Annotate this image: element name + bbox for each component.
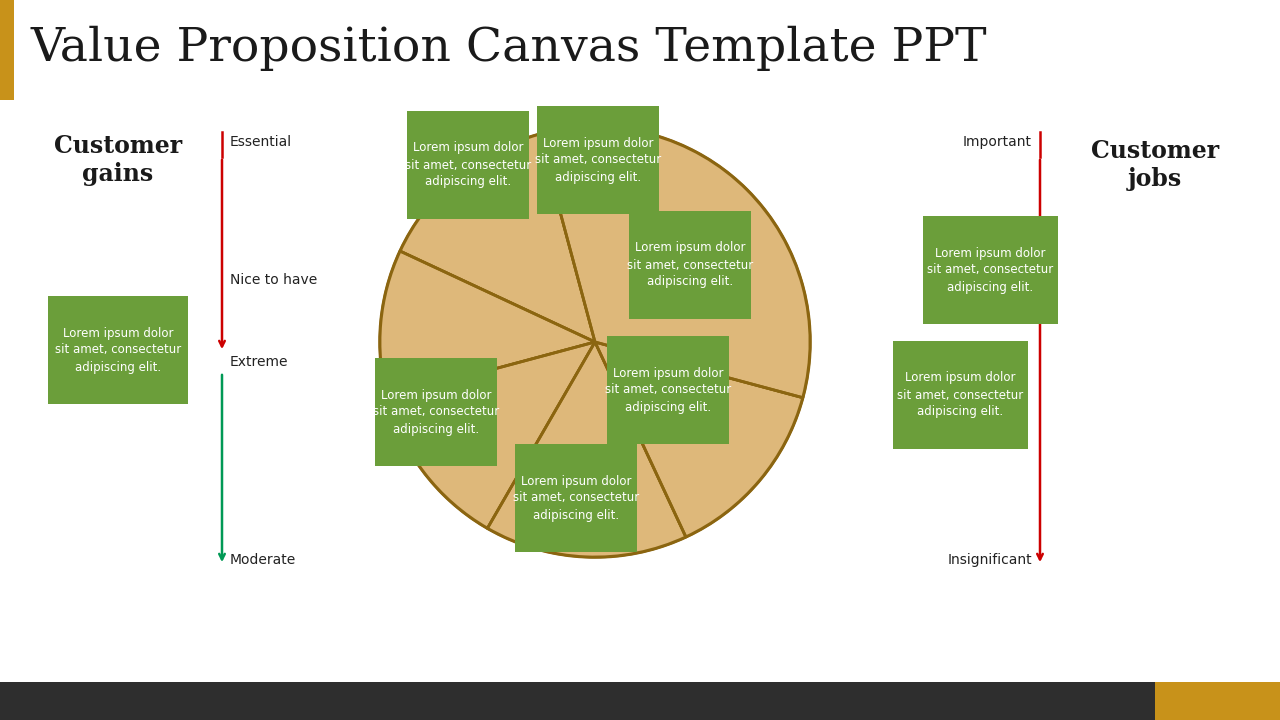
Text: Important: Important [963, 135, 1032, 149]
Wedge shape [380, 251, 595, 397]
Text: Value Proposition Canvas Template PPT: Value Proposition Canvas Template PPT [29, 25, 987, 71]
Text: Moderate: Moderate [230, 553, 296, 567]
Text: Essential: Essential [230, 135, 292, 149]
Circle shape [380, 127, 810, 557]
Text: Customer
jobs: Customer jobs [1091, 139, 1219, 191]
Text: Lorem ipsum dolor
sit amet, consectetur
adipiscing elit.: Lorem ipsum dolor sit amet, consectetur … [513, 474, 639, 521]
Text: Extreme: Extreme [230, 355, 288, 369]
Text: Lorem ipsum dolor
sit amet, consectetur
adipiscing elit.: Lorem ipsum dolor sit amet, consectetur … [627, 241, 753, 289]
Text: Lorem ipsum dolor
sit amet, consectetur
adipiscing elit.: Lorem ipsum dolor sit amet, consectetur … [927, 246, 1053, 294]
FancyBboxPatch shape [892, 341, 1028, 449]
FancyBboxPatch shape [49, 296, 188, 404]
FancyBboxPatch shape [538, 106, 659, 214]
FancyBboxPatch shape [515, 444, 637, 552]
Wedge shape [401, 135, 595, 342]
FancyBboxPatch shape [1155, 682, 1280, 720]
Wedge shape [488, 342, 686, 557]
Wedge shape [595, 342, 803, 537]
Text: Lorem ipsum dolor
sit amet, consectetur
adipiscing elit.: Lorem ipsum dolor sit amet, consectetur … [897, 372, 1023, 418]
Text: Lorem ipsum dolor
sit amet, consectetur
adipiscing elit.: Lorem ipsum dolor sit amet, consectetur … [372, 389, 499, 436]
Text: Customer
pains: Customer pains [54, 314, 182, 366]
FancyBboxPatch shape [0, 682, 1280, 720]
Text: Customer
gains: Customer gains [54, 134, 182, 186]
Text: Lorem ipsum dolor
sit amet, consectetur
adipiscing elit.: Lorem ipsum dolor sit amet, consectetur … [605, 366, 731, 413]
FancyBboxPatch shape [607, 336, 730, 444]
Wedge shape [388, 342, 595, 528]
FancyBboxPatch shape [923, 216, 1057, 324]
Text: Lorem ipsum dolor
sit amet, consectetur
adipiscing elit.: Lorem ipsum dolor sit amet, consectetur … [55, 326, 182, 374]
FancyBboxPatch shape [375, 358, 497, 466]
Text: Lorem ipsum dolor
sit amet, consectetur
adipiscing elit.: Lorem ipsum dolor sit amet, consectetur … [404, 142, 531, 189]
Text: Lorem ipsum dolor
sit amet, consectetur
adipiscing elit.: Lorem ipsum dolor sit amet, consectetur … [535, 137, 662, 184]
Text: Nice to have: Nice to have [230, 273, 317, 287]
FancyBboxPatch shape [0, 0, 14, 100]
FancyBboxPatch shape [407, 111, 529, 219]
Text: Insignificant: Insignificant [947, 553, 1032, 567]
Wedge shape [539, 127, 810, 397]
FancyBboxPatch shape [628, 211, 751, 319]
